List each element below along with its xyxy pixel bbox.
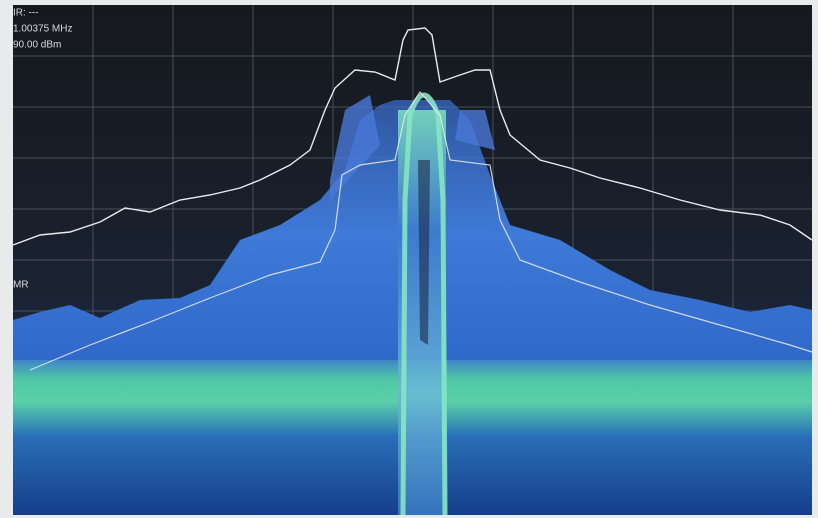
- page: IR: --- 1.00375 MHz 90.00 dBm MR (() => …: [0, 0, 818, 518]
- carrier-core: [418, 160, 430, 345]
- trace-label: MR: [13, 280, 29, 291]
- marker-level: 90.00 dBm: [13, 40, 61, 51]
- marker-frequency: 1.00375 MHz: [13, 24, 72, 35]
- marker-label: IR: ---: [13, 8, 39, 19]
- analyzer-photo: IR: --- 1.00375 MHz 90.00 dBm MR: [0, 0, 818, 518]
